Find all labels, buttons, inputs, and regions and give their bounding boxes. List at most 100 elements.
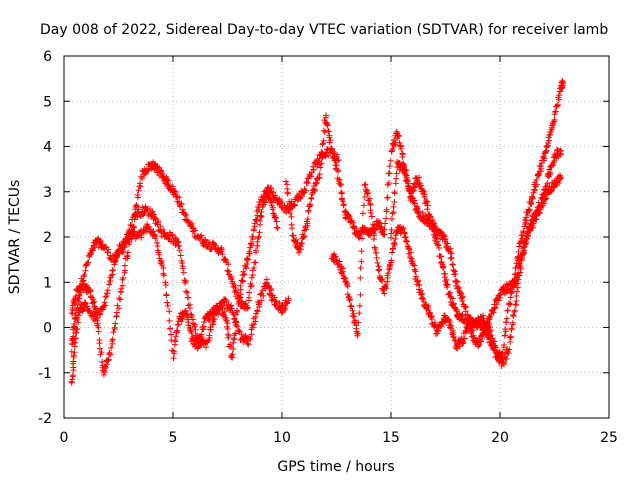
data-point bbox=[450, 267, 457, 274]
data-point bbox=[459, 293, 466, 300]
data-point bbox=[254, 308, 261, 315]
data-point bbox=[393, 175, 400, 182]
data-point bbox=[452, 305, 459, 312]
data-point bbox=[514, 274, 521, 281]
data-point bbox=[506, 346, 513, 353]
data-point bbox=[518, 254, 525, 261]
data-point bbox=[72, 295, 79, 302]
data-point bbox=[230, 345, 237, 352]
data-point bbox=[385, 170, 392, 177]
data-point bbox=[102, 302, 109, 309]
data-point bbox=[536, 203, 543, 210]
data-point bbox=[469, 333, 476, 340]
data-point bbox=[453, 279, 460, 286]
data-point bbox=[71, 300, 78, 307]
data-point bbox=[328, 145, 335, 152]
data-point bbox=[502, 328, 509, 335]
data-point bbox=[522, 240, 529, 247]
data-point bbox=[365, 197, 372, 204]
data-point bbox=[318, 152, 325, 159]
data-point bbox=[357, 274, 364, 281]
data-point bbox=[339, 198, 346, 205]
data-point bbox=[419, 209, 426, 216]
data-point bbox=[382, 282, 389, 289]
data-point bbox=[236, 294, 243, 301]
data-point bbox=[225, 261, 232, 268]
data-point bbox=[101, 299, 108, 306]
data-point bbox=[330, 150, 337, 157]
data-point bbox=[81, 271, 88, 278]
data-point bbox=[526, 224, 533, 231]
data-point bbox=[505, 300, 512, 307]
data-point bbox=[390, 203, 397, 210]
data-point bbox=[535, 172, 542, 179]
data-point bbox=[550, 121, 557, 128]
data-point bbox=[416, 174, 423, 181]
data-point bbox=[456, 343, 463, 350]
data-point bbox=[125, 249, 132, 256]
data-point bbox=[160, 173, 167, 180]
data-point bbox=[505, 350, 512, 357]
data-point bbox=[400, 162, 407, 169]
data-point bbox=[228, 305, 235, 312]
data-point bbox=[300, 233, 307, 240]
data-point bbox=[511, 282, 518, 289]
data-point bbox=[203, 344, 210, 351]
data-point bbox=[469, 327, 476, 334]
data-point bbox=[166, 182, 173, 189]
data-point bbox=[68, 348, 75, 355]
data-point bbox=[103, 365, 110, 372]
data-point bbox=[90, 299, 97, 306]
data-point bbox=[91, 298, 98, 305]
data-point bbox=[79, 278, 86, 285]
series-track-1 bbox=[68, 145, 342, 355]
data-point bbox=[258, 297, 265, 304]
data-point bbox=[372, 250, 379, 257]
data-point bbox=[546, 137, 553, 144]
data-point bbox=[157, 168, 164, 175]
data-point bbox=[390, 209, 397, 216]
data-point bbox=[244, 305, 251, 312]
x-axis-label: GPS time / hours bbox=[277, 459, 394, 475]
data-point bbox=[342, 208, 349, 215]
data-point bbox=[273, 218, 280, 225]
data-point bbox=[546, 166, 553, 173]
data-point bbox=[108, 272, 115, 279]
data-point bbox=[387, 157, 394, 164]
data-point bbox=[365, 189, 372, 196]
data-point bbox=[268, 297, 275, 304]
data-point bbox=[96, 310, 103, 317]
data-point bbox=[418, 291, 425, 298]
data-point bbox=[358, 258, 365, 265]
data-point bbox=[438, 228, 445, 235]
data-point bbox=[386, 170, 393, 177]
data-point bbox=[157, 223, 164, 230]
data-point bbox=[137, 183, 144, 190]
data-point bbox=[391, 198, 398, 205]
data-point bbox=[164, 302, 171, 309]
data-point bbox=[557, 175, 564, 182]
data-point bbox=[208, 246, 215, 253]
data-point bbox=[540, 192, 547, 199]
data-point bbox=[255, 234, 262, 241]
data-point bbox=[99, 306, 106, 313]
data-point bbox=[94, 320, 101, 327]
data-point bbox=[188, 329, 195, 336]
data-point bbox=[308, 195, 315, 202]
data-point bbox=[390, 142, 397, 149]
data-point bbox=[359, 210, 366, 217]
data-point bbox=[229, 351, 236, 358]
data-point bbox=[162, 279, 169, 286]
data-point bbox=[221, 308, 228, 315]
data-point bbox=[253, 216, 260, 223]
axis-ticks: 0 5 10 15 20 25 -2 -1 0 1 2 3 4 5 6 bbox=[38, 49, 618, 446]
data-point bbox=[176, 242, 183, 249]
data-point bbox=[164, 177, 171, 184]
data-point bbox=[520, 250, 527, 257]
data-point bbox=[400, 225, 407, 232]
data-point bbox=[466, 316, 473, 323]
data-point bbox=[456, 310, 463, 317]
data-point bbox=[289, 232, 296, 239]
data-point bbox=[449, 329, 456, 336]
x-tick-label: 20 bbox=[491, 430, 509, 446]
